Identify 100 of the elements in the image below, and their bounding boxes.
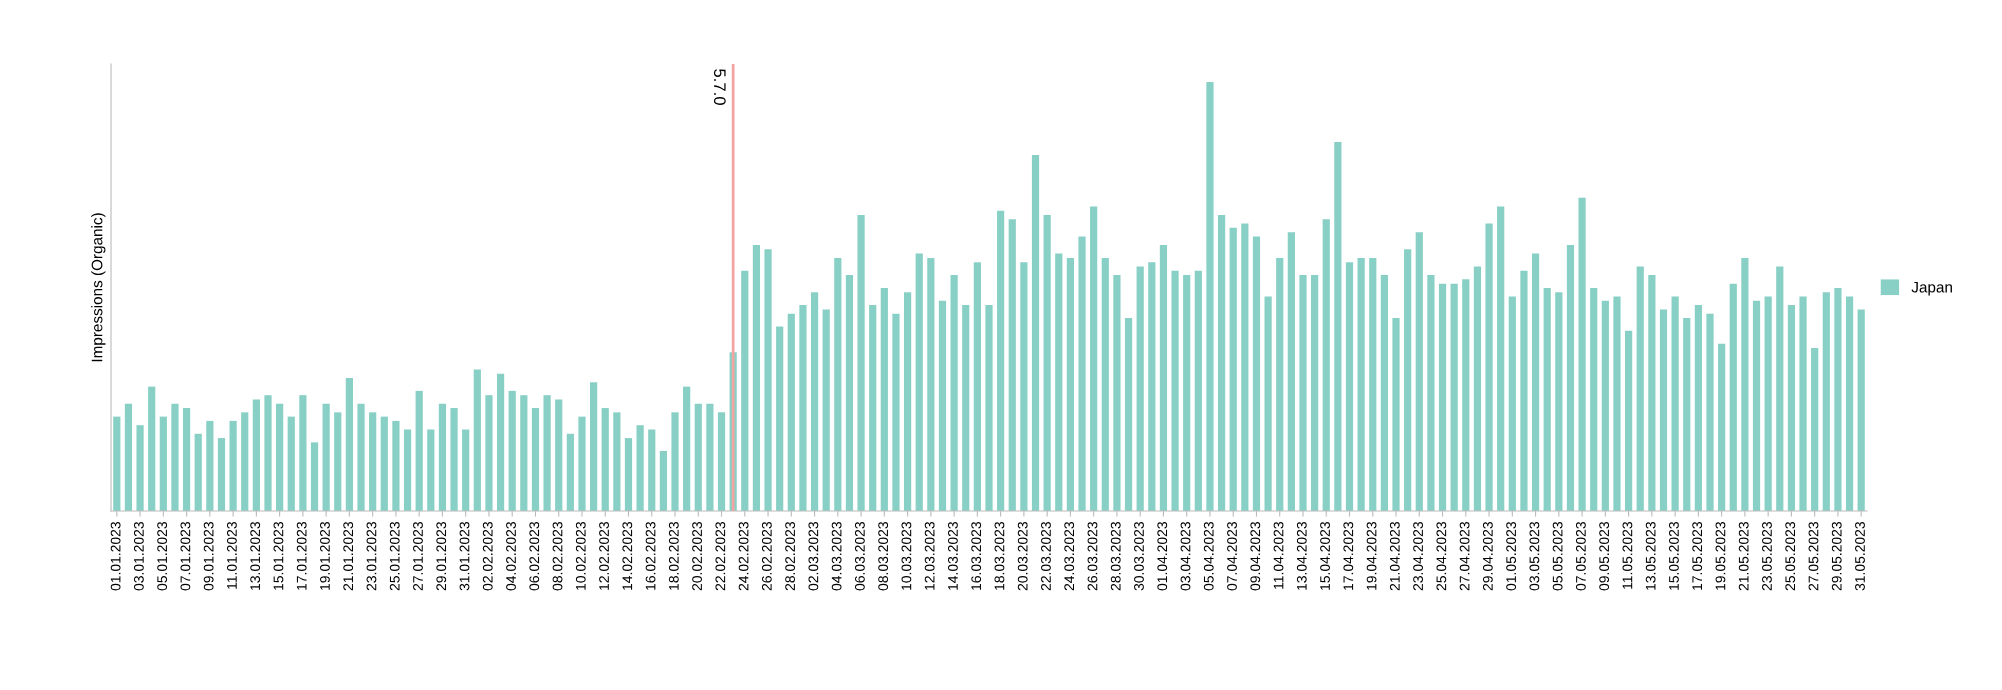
x-tick-label: 04.03.2023 xyxy=(831,522,842,591)
x-tick-label: 24.02.2023 xyxy=(738,522,749,591)
bar xyxy=(1334,142,1342,511)
x-tick-label: 27.05.2023 xyxy=(1808,522,1819,591)
bar xyxy=(915,253,923,511)
x-tick-label: 01.05.2023 xyxy=(1506,522,1517,591)
bar xyxy=(1543,287,1551,511)
bar xyxy=(206,420,214,511)
bar xyxy=(1008,219,1016,511)
bar xyxy=(927,257,935,511)
bar xyxy=(136,425,144,511)
x-tick-label: 31.01.2023 xyxy=(459,522,470,591)
bar xyxy=(938,300,947,511)
bar xyxy=(1531,253,1540,511)
x-tick-label: 20.02.2023 xyxy=(692,522,702,591)
x-tick-label: 09.05.2023 xyxy=(1599,522,1610,591)
x-tick-label: 02.03.2023 xyxy=(808,522,819,591)
bar xyxy=(1380,275,1388,511)
bar xyxy=(636,425,644,511)
x-tick-label: 22.02.2023 xyxy=(715,522,726,591)
bar xyxy=(357,403,365,511)
x-tick-label: 25.04.2023 xyxy=(1436,522,1447,591)
bar xyxy=(601,408,609,511)
bar xyxy=(182,408,191,511)
bar xyxy=(671,412,679,511)
bar xyxy=(450,408,458,511)
bar xyxy=(1787,305,1796,511)
x-tick-label: 30.03.2023 xyxy=(1134,522,1144,591)
bar xyxy=(1857,309,1865,511)
bar xyxy=(148,386,156,511)
x-tick-label: 17.01.2023 xyxy=(296,522,307,590)
bar xyxy=(1264,296,1272,511)
bar xyxy=(1520,270,1528,511)
bar xyxy=(1834,287,1842,511)
bar xyxy=(345,378,353,511)
bar xyxy=(473,369,481,511)
x-tick-label: 05.01.2023 xyxy=(157,522,168,591)
bar xyxy=(1392,317,1400,511)
bar xyxy=(822,309,830,511)
x-tick-label: 19.05.2023 xyxy=(1715,522,1726,590)
bar xyxy=(276,403,284,511)
x-tick-label: 06.03.2023 xyxy=(854,522,865,591)
bar xyxy=(1555,292,1563,511)
bar xyxy=(171,403,179,511)
bar xyxy=(834,257,842,511)
bar xyxy=(1101,257,1109,511)
bar xyxy=(1311,275,1319,511)
bar xyxy=(985,305,993,511)
bar xyxy=(217,438,226,511)
x-tick-label: 13.05.2023 xyxy=(1645,522,1656,590)
bar xyxy=(1462,279,1470,511)
x-tick-label: 07.01.2023 xyxy=(180,522,191,591)
bar xyxy=(369,412,377,511)
x-tick-label: 01.01.2023 xyxy=(110,522,121,591)
bar xyxy=(415,390,423,511)
x-tick-label: 09.04.2023 xyxy=(1250,522,1261,591)
x-tick-label: 21.05.2023 xyxy=(1738,522,1749,591)
x-tick-label: 16.03.2023 xyxy=(971,522,982,590)
x-tick-label: 14.03.2023 xyxy=(948,522,958,590)
x-tick-label: 16.02.2023 xyxy=(645,522,656,590)
bar xyxy=(1741,257,1749,511)
x-tick-label: 05.04.2023 xyxy=(1203,522,1214,591)
bar xyxy=(229,420,237,511)
bar xyxy=(1299,275,1307,511)
bar xyxy=(857,215,865,511)
x-tick-label: 27.04.2023 xyxy=(1459,522,1470,591)
bar xyxy=(287,416,295,511)
x-tick-label: 11.04.2023 xyxy=(1273,522,1284,589)
x-tick-label: 10.03.2023 xyxy=(901,522,912,590)
bar xyxy=(752,245,761,511)
x-tick-label: 21.01.2023 xyxy=(343,522,354,591)
bar xyxy=(1113,275,1121,511)
bar xyxy=(1148,262,1156,511)
bar xyxy=(1450,283,1458,511)
x-tick-label: 23.04.2023 xyxy=(1413,522,1424,591)
x-tick-label: 31.05.2023 xyxy=(1855,522,1865,591)
bar xyxy=(1648,275,1656,511)
bar xyxy=(1811,347,1819,511)
bar xyxy=(1171,270,1179,511)
bar xyxy=(1590,287,1598,511)
bar xyxy=(706,403,714,511)
bar xyxy=(973,262,981,511)
bar xyxy=(438,403,447,511)
bar xyxy=(1601,300,1609,511)
x-tick-label: 03.01.2023 xyxy=(133,522,144,591)
x-tick-label: 03.05.2023 xyxy=(1529,522,1540,591)
bar xyxy=(392,420,400,511)
x-tick-label: 17.05.2023 xyxy=(1692,522,1703,590)
x-tick-label: 28.02.2023 xyxy=(785,522,796,591)
bar xyxy=(1345,262,1354,511)
bar xyxy=(764,249,772,511)
bar xyxy=(1566,245,1575,511)
bar xyxy=(1287,232,1295,511)
bar xyxy=(1043,215,1051,511)
x-tick-label: 11.01.2023 xyxy=(227,522,237,589)
bar xyxy=(531,408,540,511)
bar xyxy=(496,373,505,511)
x-tick-label: 12.03.2023 xyxy=(924,522,935,590)
bar xyxy=(241,412,249,511)
bar xyxy=(590,382,598,511)
